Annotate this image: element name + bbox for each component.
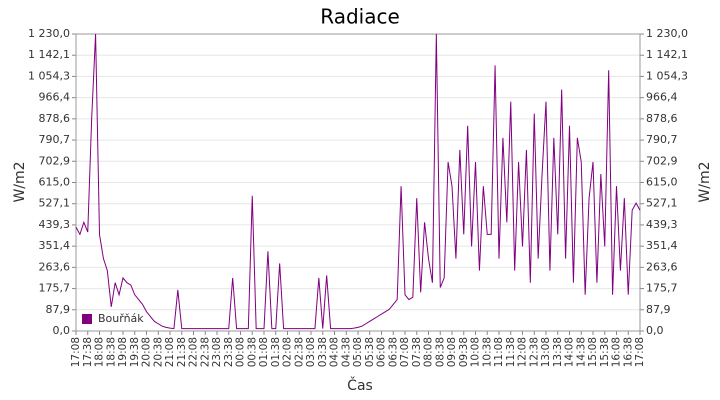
y-tick-label: 175,7 [39,282,71,295]
x-tick-label: 09:38 [458,337,470,367]
x-tick-label: 11:08 [493,337,505,367]
x-tick-label: 01:38 [270,337,282,367]
y-tick-label: 263,6 [39,260,71,273]
y-tick-label: 790,7 [39,133,71,146]
y2-tick-label: 87,9 [646,303,671,316]
x-tick-label: 00:08 [235,337,247,367]
y-tick-label: 527,1 [39,197,71,210]
y2-tick-label: 1 054,3 [646,69,688,82]
x-tick-label: 19:38 [129,337,141,367]
x-tick-label: 05:38 [364,337,376,367]
x-tick-label: 16:38 [622,337,634,367]
y-tick-label: 878,6 [39,112,71,125]
line-series [75,33,641,330]
legend-label: Bouřňák [98,312,144,325]
x-tick-label: 17:38 [82,337,94,367]
y2-tick-label: 351,4 [646,239,678,252]
y-tick-label: 1 142,1 [28,48,70,61]
y-tick-label: 1 054,3 [28,69,70,82]
y2-tick-label: 966,4 [646,91,678,104]
x-tick-label: 22:38 [199,337,211,367]
legend-swatch [82,314,92,324]
x-tick-label: 03:38 [317,337,329,367]
x-tick-label: 06:08 [376,337,388,367]
x-tick-label: 09:08 [446,337,458,367]
plot-frame [75,33,641,332]
x-tick-label: 05:08 [352,337,364,367]
x-tick-label: 23:08 [211,337,223,367]
y2-tick-label: 790,7 [646,133,678,146]
y-tick-label: 87,9 [46,303,71,316]
y-tick-label: 0,0 [53,324,71,337]
x-tick-label: 14:38 [575,337,587,367]
x-tick-label: 13:38 [552,337,564,367]
x-tick-label: 17:08 [634,337,646,367]
x-tick-label: 06:38 [387,337,399,367]
x-tick-label: 01:08 [258,337,270,367]
y2-tick-label: 175,7 [646,282,678,295]
x-tick-label: 21:08 [164,337,176,367]
x-tick-label: 07:08 [399,337,411,367]
y2-tick-label: 0,0 [646,324,664,337]
y-tick-label: 439,3 [39,218,71,231]
x-axis-label: Čas [347,376,373,394]
x-tick-label: 10:38 [481,337,493,367]
y2-tick-label: 439,3 [646,218,678,231]
x-tick-label: 08:38 [434,337,446,367]
x-tick-label: 15:08 [587,337,599,367]
x-tick-label: 12:08 [517,337,529,367]
x-tick-label: 18:08 [94,337,106,367]
x-tick-label: 21:38 [176,337,188,367]
y-tick-label: 615,0 [39,176,71,189]
y2-tick-label: 527,1 [646,197,678,210]
y-axis-label: W/m2 [12,161,28,202]
x-tick-label: 15:38 [599,337,611,367]
x-tick-label: 02:08 [282,337,294,367]
x-tick-label: 12:38 [528,337,540,367]
x-tick-label: 04:08 [329,337,341,367]
x-tick-label: 22:08 [188,337,200,367]
x-tick-label: 02:38 [293,337,305,367]
y2-tick-label: 878,6 [646,112,678,125]
x-tick-label: 18:38 [105,337,117,367]
y2-tick-label: 263,6 [646,260,678,273]
x-tick-label: 10:08 [470,337,482,367]
x-tick-label: 03:08 [305,337,317,367]
x-tick-label: 13:08 [540,337,552,367]
x-tick-label: 16:08 [611,337,623,367]
y2-tick-label: 702,9 [646,154,678,167]
y2-axis-label: W/m2 [697,161,713,202]
y-tick-label: 351,4 [39,239,71,252]
x-tick-label: 08:08 [423,337,435,367]
x-tick-label: 11:38 [505,337,517,367]
x-tick-label: 23:38 [223,337,235,367]
x-tick-label: 07:38 [411,337,423,367]
y2-tick-label: 615,0 [646,176,678,189]
x-tick-label: 17:08 [70,337,82,367]
y-tick-label: 702,9 [39,154,71,167]
x-tick-label: 14:08 [564,337,576,367]
x-tick-label: 20:08 [141,337,153,367]
y2-tick-label: 1 142,1 [646,48,688,61]
x-tick-label: 20:38 [152,337,164,367]
x-tick-label: 00:38 [246,337,258,367]
y-tick-label: 1 230,0 [28,27,70,40]
x-tick-label: 04:38 [340,337,352,367]
y-tick-label: 966,4 [39,91,71,104]
y2-tick-label: 1 230,0 [646,27,688,40]
x-tick-label: 19:08 [117,337,129,367]
chart-title: Radiace [320,5,400,29]
